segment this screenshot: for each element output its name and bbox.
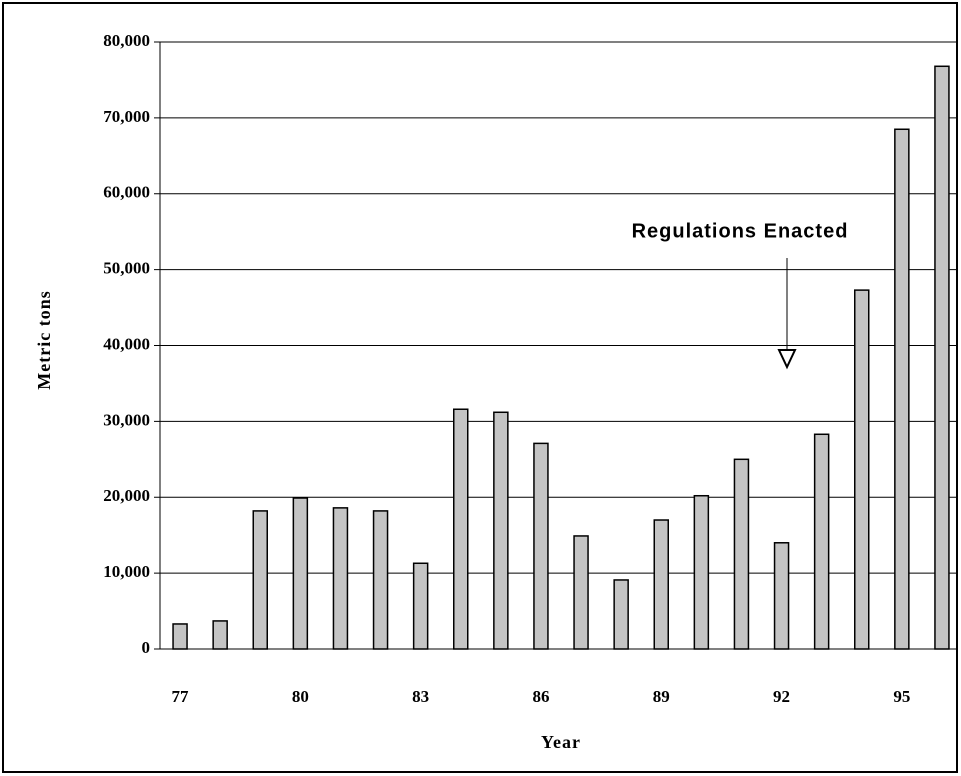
bar [693, 494, 710, 650]
annotation-arrowhead [777, 349, 797, 370]
x-tick-label: 86 [532, 687, 549, 706]
annotation: Regulations Enacted [632, 220, 849, 242]
x-tick-label: 83 [412, 687, 429, 706]
y-tick-label: 50,000 [103, 259, 150, 278]
bar [854, 289, 870, 650]
bar [412, 562, 429, 650]
bar [493, 411, 509, 650]
y-tick-label: 30,000 [103, 410, 150, 429]
x-axis-title: Year [541, 732, 581, 752]
y-tick-label: 80,000 [103, 31, 150, 50]
y-tick-label: 0 [142, 638, 151, 657]
bar [894, 128, 910, 650]
x-tick-label: 92 [773, 687, 790, 706]
y-axis-title: Metric tons [34, 290, 54, 389]
bar [573, 535, 589, 650]
bar [733, 458, 750, 650]
bar [533, 442, 549, 650]
x-tick-label: 95 [893, 687, 910, 706]
x-tick-label: 80 [292, 687, 309, 706]
bar [172, 623, 188, 650]
bar [212, 620, 228, 650]
y-tick-label: 10,000 [103, 562, 150, 581]
bar [773, 542, 790, 650]
bar [292, 497, 309, 650]
y-tick-label: 70,000 [103, 107, 150, 126]
bar [332, 507, 349, 650]
bar [813, 433, 830, 650]
y-tick-label: 40,000 [103, 334, 150, 353]
y-tick-label: 20,000 [103, 486, 150, 505]
x-tick-label: 77 [172, 687, 190, 706]
bar [453, 408, 469, 650]
y-tick-label: 60,000 [103, 183, 150, 202]
bar [613, 579, 629, 650]
x-tick-label: 89 [653, 687, 670, 706]
bar [934, 65, 950, 650]
bar [653, 519, 669, 650]
bar [372, 510, 389, 650]
bar [252, 510, 268, 650]
